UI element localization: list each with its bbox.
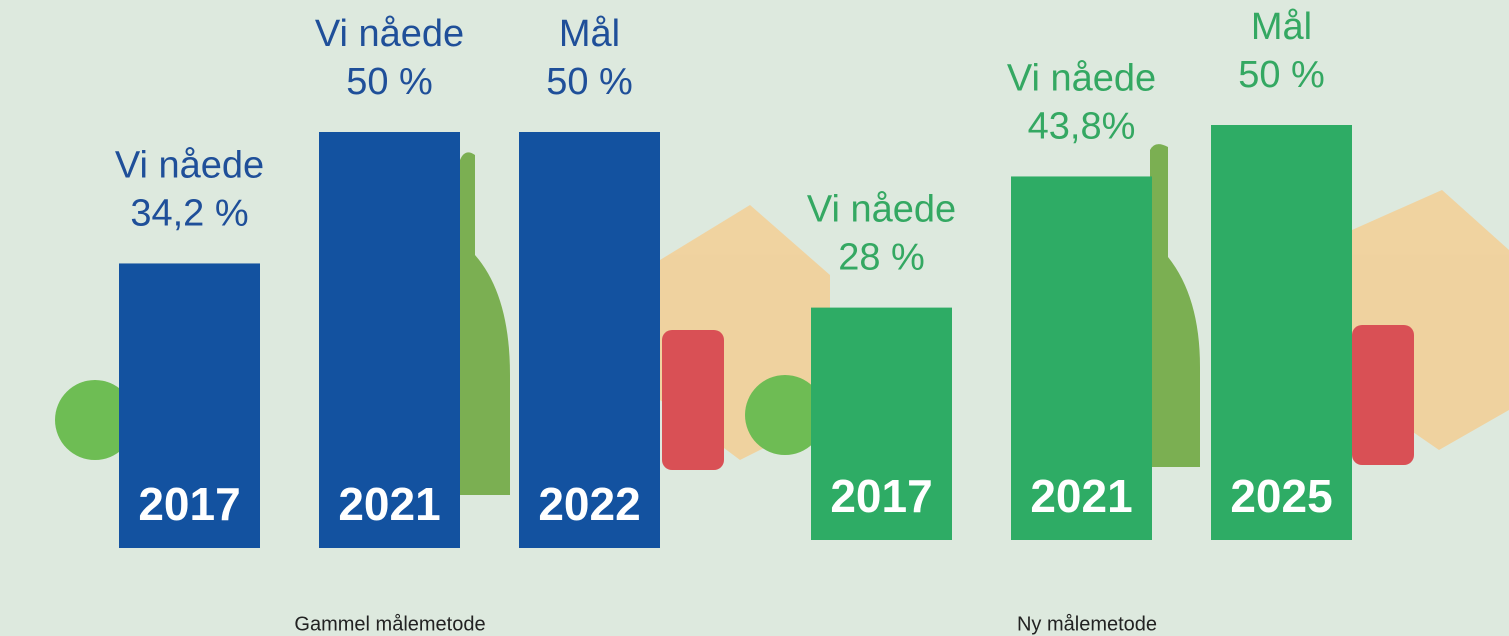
value-label: 28 % [838,237,925,279]
value-label: 50 % [546,61,633,103]
bar [119,263,260,548]
bar [319,132,460,548]
annotation: Vi nåede [807,189,956,231]
annotation: Vi nåede [1007,57,1156,99]
annotation: Vi nåede [315,13,464,55]
year-label: 2025 [1230,470,1332,522]
value-label: 50 % [1238,54,1325,96]
annotation: Vi nåede [115,144,264,186]
bar [1211,125,1352,540]
annotation: Mål [1251,6,1312,48]
bar [519,132,660,548]
year-label: 2017 [830,470,932,522]
bar [811,307,952,540]
year-label: 2022 [538,478,640,530]
decoration [55,144,1509,495]
value-label: 34,2 % [130,192,248,234]
x-axis-label: Gammel målemetode [294,613,485,635]
value-label: 50 % [346,61,433,103]
bar [1011,176,1152,540]
year-label: 2021 [1030,470,1132,522]
annotation: Mål [559,13,620,55]
year-label: 2017 [138,478,240,530]
year-label: 2021 [338,478,440,530]
value-label: 43,8% [1028,105,1136,147]
x-axis-label: Ny målemetode [1017,613,1157,635]
